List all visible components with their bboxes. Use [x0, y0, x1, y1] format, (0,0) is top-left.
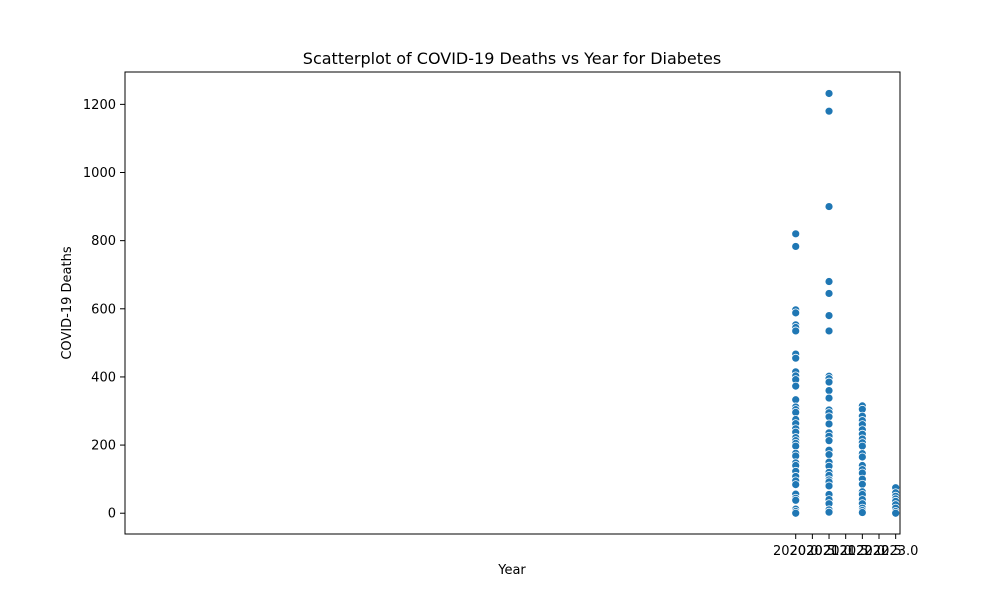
- data-point: [824, 481, 834, 491]
- data-point: [791, 508, 801, 518]
- y-axis-label: COVID-19 Deaths: [60, 246, 75, 359]
- x-tick-label: 2022.5: [856, 544, 902, 559]
- data-point: [824, 277, 834, 286]
- data-point: [791, 480, 801, 489]
- data-point: [857, 441, 867, 451]
- data-point: [791, 353, 801, 363]
- x-tick-label: 2020.0: [773, 544, 819, 559]
- chart-title: Scatterplot of COVID-19 Deaths vs Year f…: [303, 49, 721, 68]
- x-tick-label: 2021.0: [806, 544, 852, 559]
- data-point: [791, 495, 801, 505]
- data-point: [791, 229, 801, 239]
- data-point: [824, 507, 834, 517]
- data-point: [824, 89, 834, 98]
- x-tick-label: 2023.0: [873, 544, 919, 559]
- x-axis: 2020.02020.52021.02021.52022.02022.52023…: [773, 534, 918, 559]
- data-point: [891, 508, 901, 518]
- data-point: [824, 326, 834, 336]
- data-point: [857, 479, 867, 489]
- data-point: [857, 508, 867, 517]
- y-tick-label: 600: [91, 302, 116, 317]
- y-axis: 0 200 400 600 800 1000 1200: [83, 98, 125, 522]
- x-tick-label: 2022.0: [840, 544, 886, 559]
- data-point: [824, 393, 834, 403]
- data-point: [824, 450, 834, 460]
- data-point: [791, 308, 801, 318]
- x-tick-label: 2020.5: [790, 544, 836, 559]
- data-point: [824, 106, 834, 116]
- data-point: [824, 311, 834, 321]
- data-point: [791, 381, 801, 391]
- data-point: [824, 377, 834, 387]
- x-axis-label: Year: [497, 563, 526, 578]
- plot-frame: [124, 71, 901, 535]
- data-point: [824, 386, 834, 395]
- data-point: [824, 202, 834, 211]
- data-points: [791, 89, 901, 518]
- data-point: [824, 419, 834, 429]
- x-tick-label: 2021.5: [823, 544, 869, 559]
- y-tick-label: 400: [91, 370, 116, 385]
- y-tick-label: 800: [91, 234, 116, 249]
- y-tick-label: 0: [108, 507, 116, 522]
- data-point: [857, 452, 867, 462]
- data-point: [791, 326, 801, 336]
- y-tick-label: 200: [91, 439, 116, 454]
- data-point: [824, 436, 834, 446]
- y-tick-label: 1200: [83, 98, 116, 113]
- data-point: [791, 242, 801, 251]
- y-tick-label: 1000: [83, 166, 116, 181]
- data-point: [824, 289, 834, 298]
